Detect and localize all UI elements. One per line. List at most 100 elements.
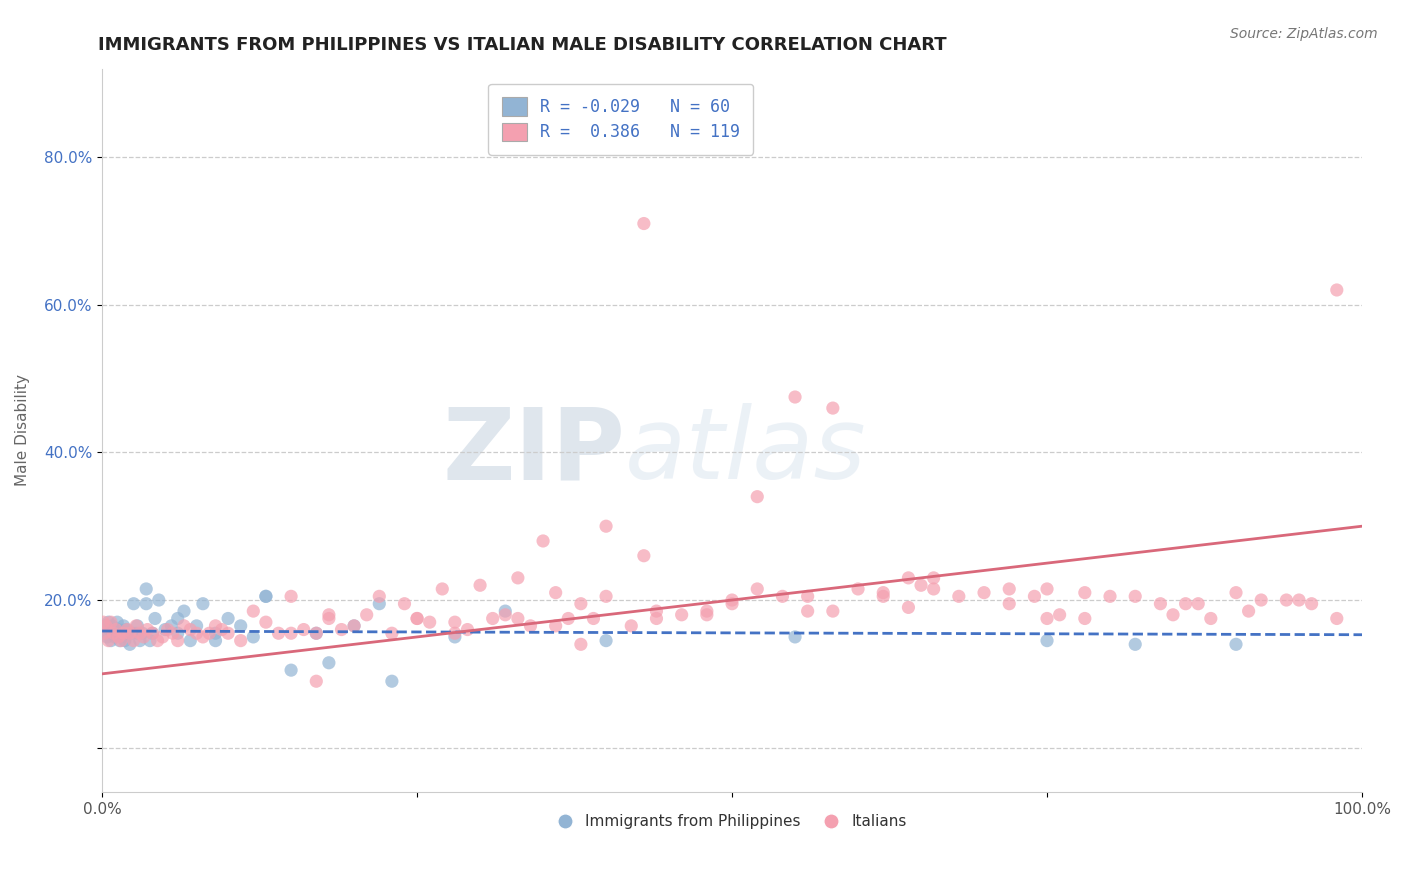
Point (204, 619, 226, 633)
Point (1049, 607, 1071, 622)
Point (998, 597, 1021, 611)
Point (494, 607, 516, 622)
Point (110, 626, 132, 640)
Point (191, 597, 214, 611)
Point (368, 597, 391, 611)
Point (671, 607, 693, 622)
Point (569, 597, 592, 611)
Point (456, 623, 478, 637)
Point (305, 626, 328, 640)
Point (156, 623, 179, 637)
Point (1225, 585, 1247, 599)
Point (1250, 593, 1272, 607)
Point (1036, 611, 1059, 625)
Point (721, 593, 744, 607)
Point (582, 611, 605, 625)
Point (1161, 607, 1184, 622)
Point (872, 585, 894, 599)
Point (93, 626, 115, 640)
Point (557, 611, 579, 625)
Point (229, 619, 252, 633)
Point (131, 626, 153, 640)
Text: Source: ZipAtlas.com: Source: ZipAtlas.com (1230, 27, 1378, 41)
Point (1036, 633, 1059, 648)
Point (747, 490, 769, 504)
Point (381, 674, 404, 689)
Point (948, 590, 970, 604)
Point (118, 637, 141, 651)
Point (107, 623, 129, 637)
Point (98, 623, 121, 637)
Point (254, 590, 277, 604)
Point (1199, 611, 1222, 625)
Point (166, 626, 188, 640)
Point (821, 604, 844, 618)
Point (101, 619, 124, 633)
Point (191, 630, 214, 644)
Point (1149, 597, 1171, 611)
Point (1225, 637, 1247, 651)
Point (117, 626, 139, 640)
Point (1074, 585, 1097, 599)
Point (783, 390, 806, 404)
Point (186, 626, 208, 640)
Point (645, 604, 668, 618)
Point (254, 615, 277, 630)
Point (204, 633, 226, 648)
Point (381, 626, 404, 640)
Point (846, 582, 869, 596)
Point (93, 615, 115, 630)
Point (394, 597, 416, 611)
Point (481, 611, 503, 625)
Point (280, 590, 302, 604)
Point (94, 619, 117, 633)
Point (343, 619, 366, 633)
Point (125, 619, 148, 633)
Point (242, 630, 264, 644)
Point (444, 630, 467, 644)
Point (494, 604, 516, 618)
Point (135, 597, 157, 611)
Point (305, 626, 328, 640)
Point (645, 611, 668, 625)
Point (129, 633, 152, 648)
Legend: Immigrants from Philippines, Italians: Immigrants from Philippines, Italians (551, 808, 912, 835)
Point (267, 626, 290, 640)
Point (166, 633, 188, 648)
Point (103, 626, 125, 640)
Point (132, 630, 155, 644)
Point (141, 626, 163, 640)
Point (152, 630, 174, 644)
Point (179, 623, 201, 637)
Point (100, 633, 122, 648)
Point (111, 630, 134, 644)
Point (139, 633, 162, 648)
Point (696, 604, 718, 618)
Point (143, 611, 166, 625)
Point (922, 582, 945, 596)
Point (104, 630, 127, 644)
Point (254, 590, 277, 604)
Point (897, 600, 920, 615)
Point (114, 633, 136, 648)
Point (1123, 637, 1146, 651)
Point (796, 590, 818, 604)
Point (783, 630, 806, 644)
Point (105, 615, 128, 630)
Point (117, 623, 139, 637)
Point (419, 615, 441, 630)
Point (146, 633, 169, 648)
Point (1187, 597, 1209, 611)
Point (96, 630, 118, 644)
Point (118, 626, 141, 640)
Point (721, 597, 744, 611)
Point (104, 623, 127, 637)
Point (121, 626, 143, 640)
Point (166, 611, 188, 625)
Point (242, 604, 264, 618)
Point (148, 593, 170, 607)
Point (620, 619, 643, 633)
Point (468, 578, 491, 592)
Point (406, 611, 429, 625)
Point (122, 633, 145, 648)
